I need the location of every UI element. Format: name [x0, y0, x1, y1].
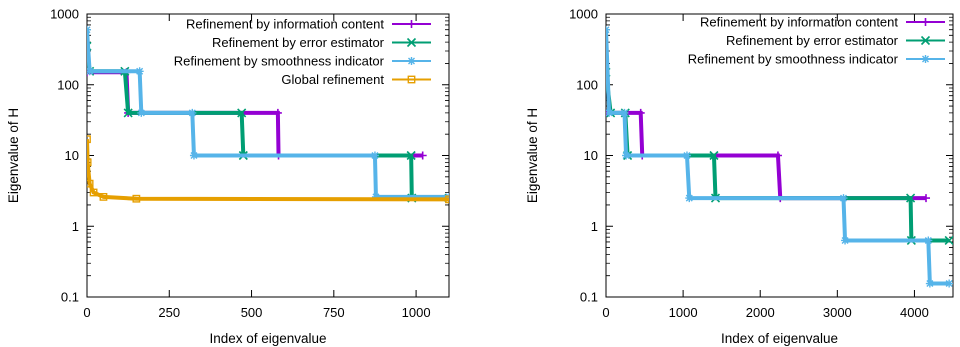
x-tick-label: 250 [158, 305, 180, 320]
data-point [370, 151, 379, 160]
legend: Refinement by information content Refinem… [688, 15, 945, 67]
data-point [606, 108, 614, 117]
y-tick-label: 10 [65, 148, 79, 163]
x-tick-label: 1000 [402, 305, 431, 320]
series-line [87, 139, 449, 202]
series-4 [87, 135, 449, 204]
data-point [87, 25, 91, 34]
data-point [418, 151, 427, 160]
data-point [132, 194, 141, 203]
legend-entry-label: Refinement by information content [186, 17, 384, 32]
data-point [188, 108, 197, 117]
x-axis-label: Index of eigenvalue [721, 331, 838, 346]
data-point [773, 151, 782, 160]
data-point [839, 194, 848, 203]
legend-marker [921, 18, 930, 26]
legend-marker [920, 35, 931, 46]
x-tick-label: 750 [323, 305, 345, 320]
data-point [137, 108, 146, 117]
y-axis-label: Eigenvalue of H [525, 108, 540, 203]
data-point [445, 195, 449, 204]
legend: Refinement by information content Refinem… [174, 17, 431, 87]
x-tick-label: 0 [602, 305, 609, 320]
x-tick-label: 4000 [900, 305, 929, 320]
y-tick-label: 0.1 [580, 290, 598, 305]
legend-entry-label: Refinement by error estimator [212, 35, 385, 50]
data-point [925, 279, 934, 288]
y-axis-label: Eigenvalue of H [6, 108, 21, 203]
legend-marker [921, 55, 930, 63]
data-point [371, 192, 380, 201]
x-tick-label: 0 [83, 305, 90, 320]
data-point [906, 193, 916, 203]
x-tick-label: 3000 [823, 305, 852, 320]
data-point [99, 192, 108, 201]
data-point [123, 108, 133, 118]
y-tick-label: 1000 [569, 7, 598, 22]
chart-panel-1: 0.1 1 10 100 1000 0 250 500 750 1000 Index of eige… [6, 7, 450, 346]
y-tick-label: 1 [72, 219, 79, 234]
data-point [682, 151, 691, 160]
legend-marker [407, 57, 416, 65]
data-point [620, 108, 629, 117]
data-point [406, 150, 416, 161]
data-point [924, 236, 933, 245]
y-tick-label: 100 [57, 77, 79, 92]
y-tick-label: 100 [576, 77, 598, 92]
data-point [945, 279, 953, 288]
y-tick-label: 1000 [50, 7, 79, 22]
legend-marker [407, 20, 416, 28]
y-tick-label: 1 [591, 219, 598, 234]
x-tick-label: 2000 [746, 305, 775, 320]
chart-panel-2: 0.1 1 10 100 1000 0 1000 2000 3000 4000 Index of e… [525, 7, 954, 346]
data-point [89, 188, 98, 197]
data-point [135, 67, 144, 76]
data-point [87, 135, 91, 144]
data-point [189, 151, 198, 160]
data-point [841, 236, 850, 245]
legend-entry-label: Refinement by information content [700, 15, 898, 30]
legend-marker [406, 37, 417, 48]
data-point [273, 108, 282, 117]
x-tick-label: 500 [241, 305, 263, 320]
data-point [622, 151, 631, 160]
legend-marker [407, 75, 416, 84]
data-point [685, 194, 694, 203]
legend-entry-label: Refinement by smoothness indicator [688, 52, 899, 67]
data-point [636, 108, 645, 117]
data-point [606, 25, 610, 34]
legend-entry-label: Refinement by error estimator [726, 33, 899, 48]
legend-entry-label: Global refinement [281, 72, 384, 87]
data-point [709, 150, 719, 161]
plot-area [606, 25, 953, 288]
series-3 [87, 25, 449, 201]
x-tick-label: 1000 [669, 305, 698, 320]
x-axis-label: Index of eigenvalue [209, 331, 326, 346]
data-point [922, 194, 931, 203]
y-tick-label: 0.1 [61, 290, 79, 305]
data-point [87, 67, 94, 76]
y-tick-label: 10 [584, 148, 598, 163]
plot-area [87, 25, 449, 204]
data-point [944, 235, 953, 246]
legend-entry-label: Refinement by smoothness indicator [174, 54, 385, 69]
data-point [237, 108, 247, 118]
series-3 [606, 25, 953, 288]
data-point [87, 179, 94, 188]
data-point [87, 158, 92, 167]
